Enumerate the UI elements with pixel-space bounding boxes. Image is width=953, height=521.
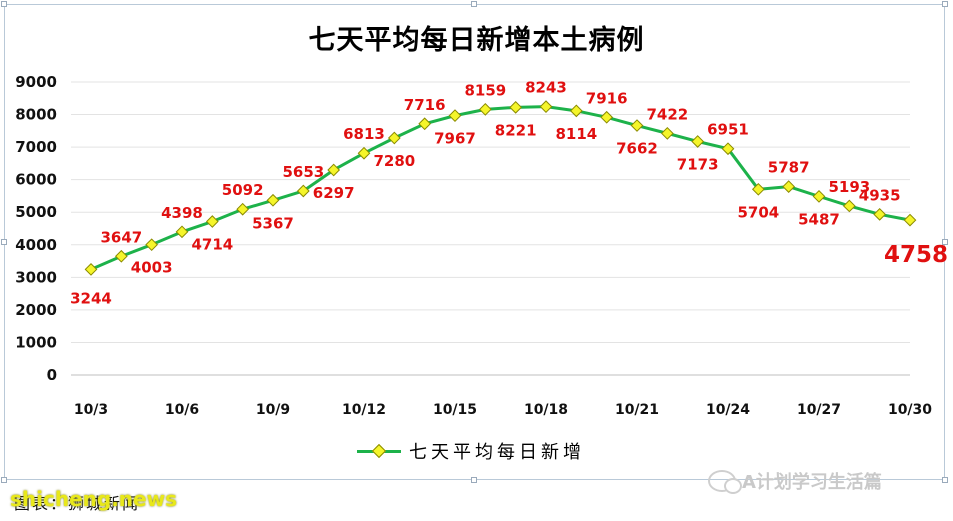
y-tick-label: 0 (47, 366, 57, 384)
y-tick-label: 3000 (15, 268, 57, 286)
legend-marker-icon (371, 443, 387, 458)
data-label: 5367 (252, 214, 294, 232)
x-tick-label: 10/24 (706, 402, 750, 418)
y-tick-label: 6000 (15, 171, 57, 189)
data-label: 6813 (343, 125, 385, 143)
data-label: 7280 (373, 152, 415, 170)
legend: 七天平均每日新增 (357, 438, 585, 464)
data-point (296, 184, 310, 198)
data-label: 7173 (677, 155, 719, 173)
data-point (448, 109, 462, 122)
data-label: 8159 (464, 81, 506, 99)
y-tick-label: 2000 (15, 301, 57, 319)
data-point (418, 117, 432, 131)
y-tick-label: 8000 (15, 106, 57, 124)
data-point (114, 249, 128, 263)
x-tick-label: 10/12 (342, 402, 386, 418)
data-point (539, 100, 553, 114)
data-point (236, 202, 250, 216)
resize-handle[interactable] (471, 1, 477, 7)
resize-handle[interactable] (942, 477, 948, 483)
data-point (903, 213, 917, 227)
x-tick-label: 10/21 (615, 402, 659, 418)
data-label: 6951 (707, 121, 749, 139)
data-point (630, 119, 644, 132)
data-label: 4398 (161, 204, 203, 222)
data-point (842, 199, 856, 213)
data-point (782, 180, 796, 193)
y-tick-label: 1000 (15, 333, 57, 351)
data-label: 6297 (313, 184, 355, 202)
data-label: 7422 (646, 105, 688, 123)
data-point (145, 238, 159, 252)
data-label: 4003 (131, 259, 173, 277)
data-point (357, 146, 371, 160)
chart-title: 七天平均每日新增本土病例 (308, 25, 645, 56)
y-tick-label: 9000 (15, 73, 57, 91)
resize-handle[interactable] (471, 477, 477, 483)
resize-handle[interactable] (1, 239, 7, 245)
data-label: 3244 (70, 289, 112, 307)
chart-frame (1, 1, 948, 483)
data-point (721, 142, 735, 156)
data-label: 5193 (828, 178, 870, 196)
data-label: 3647 (100, 228, 142, 246)
site-watermark: shicheng.news (10, 487, 177, 511)
data-label: 4935 (859, 186, 901, 204)
data-label: 7967 (434, 130, 476, 148)
data-point (569, 104, 583, 118)
resize-handle[interactable] (942, 239, 948, 245)
data-label: 8221 (495, 121, 537, 139)
chat-bubble-icon (708, 470, 742, 494)
data-label: 8114 (555, 125, 597, 143)
data-label: 5704 (737, 203, 779, 221)
x-tick-label: 10/6 (165, 402, 199, 418)
x-tick-label: 10/15 (433, 402, 477, 418)
data-point (84, 263, 98, 276)
legend-label: 七天平均每日新增 (409, 442, 585, 463)
x-tick-label: 10/30 (888, 402, 932, 418)
data-label: 5092 (222, 181, 264, 199)
x-tick-label: 10/18 (524, 402, 568, 418)
data-point (873, 207, 887, 221)
x-tick-label: 10/3 (74, 402, 108, 418)
resize-handle[interactable] (1, 477, 7, 483)
data-point (387, 131, 401, 145)
y-tick-label: 4000 (15, 236, 57, 254)
series-line (90, 105, 911, 271)
data-point (478, 103, 492, 116)
resize-handle[interactable] (1, 1, 7, 7)
data-label: 7916 (586, 89, 628, 107)
data-label: 5787 (768, 159, 810, 177)
x-tick-label: 10/9 (256, 402, 290, 418)
data-point (751, 182, 765, 196)
data-point (205, 215, 219, 228)
data-label: 4758 (884, 242, 948, 268)
data-label: 7716 (404, 96, 446, 114)
y-tick-label: 7000 (15, 138, 57, 156)
data-point (327, 163, 341, 177)
y-tick-label: 5000 (15, 203, 57, 221)
legend-line-swatch (357, 443, 401, 458)
data-label: 4714 (191, 236, 233, 254)
data-label: 8243 (525, 79, 567, 97)
data-point (691, 135, 705, 148)
data-point (600, 110, 614, 124)
data-point (175, 225, 189, 239)
data-point (266, 193, 280, 207)
data-point (812, 190, 826, 203)
wechat-watermark: A计划学习生活篇 (708, 468, 882, 494)
data-label: 7662 (616, 140, 658, 158)
source-caption: 图表：狮城新闻 (14, 494, 141, 513)
data-label: 5653 (282, 163, 324, 181)
data-label: 5487 (798, 210, 840, 228)
data-point (660, 127, 674, 140)
resize-handle[interactable] (942, 1, 948, 7)
x-tick-label: 10/27 (797, 402, 841, 418)
data-point (509, 100, 523, 114)
watermark-right-text: A计划学习生活篇 (742, 472, 882, 493)
